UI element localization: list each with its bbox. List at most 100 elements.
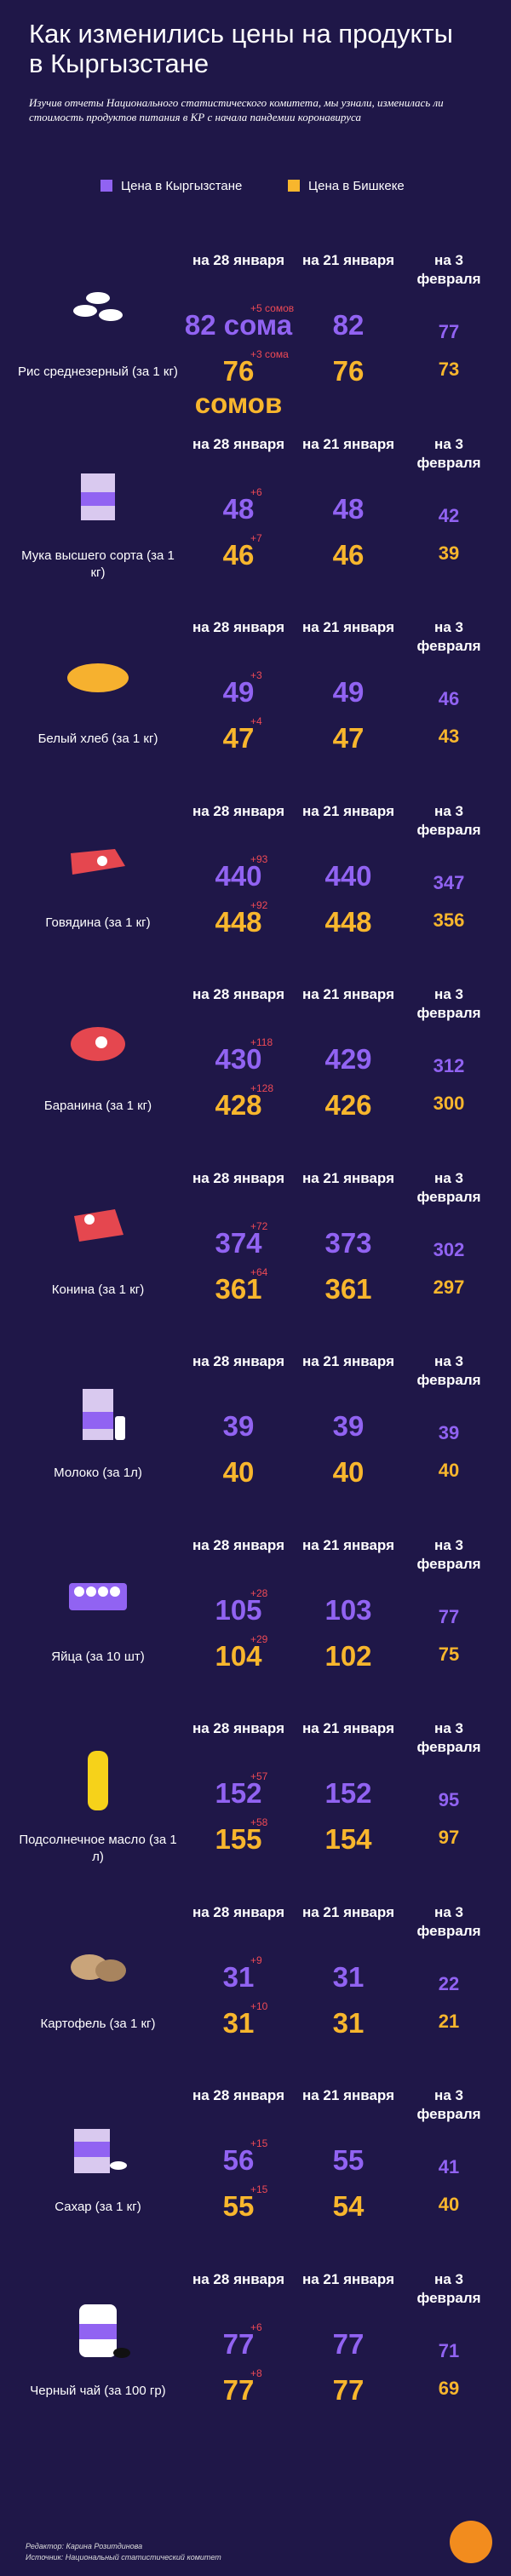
bishkek-price: 154 — [324, 1823, 372, 1855]
subtitle: Изучив отчеты Национального статистическ… — [29, 96, 444, 123]
column-header: на 3 февраля — [416, 2270, 481, 2306]
item-name: Молоко (за 1л) — [54, 1466, 142, 1480]
footer-editor: Редактор: Карина Розитдинова — [26, 2542, 143, 2550]
column-header: на 21 января — [301, 1536, 395, 1553]
icon-graphic — [83, 1389, 125, 1440]
title: Как изменились цены на продукты в Кыргыз… — [29, 19, 453, 78]
column-header: на 3 февраля — [416, 1353, 481, 1388]
column-header: на 28 января — [192, 1903, 285, 1920]
kyrgyzstan-price: 312 — [433, 1055, 465, 1076]
item-icon — [64, 1925, 132, 2001]
kyrgyzstan-price: 77 — [332, 2327, 365, 2360]
bishkek-price: 46 — [332, 538, 365, 571]
kyrgyzstan-price: 48 — [222, 492, 255, 525]
bishkek-price: 40 — [332, 1456, 365, 1488]
kyrgyzstan-price: 103 — [324, 1593, 372, 1626]
bishkek-change: +92 — [250, 898, 268, 911]
column-header: на 3 февраля — [416, 986, 481, 1021]
kyrgyzstan-change: +72 — [250, 1219, 268, 1232]
kyrgyzstan-price: 42 — [438, 504, 460, 526]
item-name: Конина (за 1 кг) — [51, 1282, 145, 1297]
icon-graphic — [81, 473, 115, 520]
bishkek-price: 300 — [433, 1093, 465, 1115]
column-header: на 3 февраля — [416, 435, 481, 471]
item-icon — [64, 456, 132, 533]
column-header: на 28 января — [192, 1353, 285, 1369]
kyrgyzstan-price: 152 — [215, 1777, 262, 1809]
column-header: на 21 января — [301, 802, 395, 819]
kyrgyzstan-price: 82 сома — [184, 309, 293, 341]
kyrgyzstan-price: 39 — [438, 1422, 460, 1443]
kyrgyzstan-price: 56 — [222, 2144, 255, 2176]
kyrgyzstan-price: 373 — [324, 1226, 372, 1259]
legend-label: Цена в Кыргызстане — [121, 179, 243, 193]
item-name: Картофель (за 1 кг) — [40, 2016, 156, 2031]
bishkek-price: 76 сомов — [194, 355, 283, 419]
bishkek-change: +8 — [250, 2367, 262, 2379]
kyrgyzstan-price: 39 — [222, 1410, 255, 1442]
kyrgyzstan-change: +5 сомов — [250, 302, 295, 314]
column-header: на 3 февраля — [416, 252, 481, 287]
kyrgyzstan-price: 347 — [433, 871, 465, 893]
bishkek-price: 39 — [438, 542, 460, 564]
item-icon — [64, 1741, 132, 1817]
kyrgyzstan-price: 55 — [332, 2144, 365, 2176]
bishkek-price: 102 — [324, 1639, 372, 1672]
column-header: на 21 января — [301, 986, 395, 1002]
kyrgyzstan-change: +28 — [250, 1586, 268, 1599]
bishkek-change: +4 — [250, 715, 262, 727]
column-header: на 21 января — [301, 435, 395, 452]
icon-graphic — [69, 1582, 127, 1610]
item-name: Баранина (за 1 кг) — [43, 1099, 152, 1113]
kyrgyzstan-change: +6 — [250, 485, 262, 498]
bishkek-price: 40 — [438, 2194, 460, 2216]
icon-graphic — [74, 2129, 127, 2173]
item-name: Говядина (за 1 кг) — [45, 915, 151, 930]
bishkek-change: +29 — [250, 1632, 268, 1645]
column-header: на 28 января — [192, 252, 285, 268]
footer-source: Источник: Национальный статистический ко… — [26, 2553, 221, 2562]
column-header: на 21 января — [301, 2270, 395, 2287]
bishkek-price: 426 — [324, 1089, 372, 1121]
kyrgyzstan-price: 31 — [332, 1960, 365, 1993]
icon-graphic — [88, 1751, 108, 1810]
item-name: Яйца (за 10 шт) — [51, 1649, 145, 1664]
column-header: на 21 января — [301, 2087, 395, 2103]
bishkek-price: 155 — [215, 1823, 262, 1855]
legend-swatch — [100, 180, 112, 192]
bishkek-price: 55 — [222, 2190, 255, 2222]
kyrgyzstan-price: 374 — [215, 1226, 262, 1259]
icon-graphic — [74, 1208, 123, 1242]
kyrgyzstan-change: +9 — [250, 1954, 262, 1966]
bishkek-price: 75 — [438, 1643, 460, 1665]
column-header: на 28 января — [192, 1536, 285, 1553]
bishkek-change: +7 — [250, 531, 262, 544]
bishkek-price: 77 — [222, 2373, 255, 2406]
kyrgyzstan-price: 440 — [324, 859, 372, 892]
item-icon — [64, 273, 132, 349]
column-header: на 28 января — [192, 2270, 285, 2287]
kyrgyzstan-price: 440 — [215, 859, 262, 892]
kyrgyzstan-price: 95 — [438, 1789, 460, 1810]
bishkek-price: 97 — [438, 1827, 460, 1849]
kyrgyzstan-price: 302 — [433, 1238, 465, 1260]
bishkek-price: 77 — [332, 2373, 365, 2406]
item-icon — [64, 1190, 132, 1267]
kyrgyzstan-price: 39 — [332, 1410, 365, 1442]
column-header: на 28 января — [192, 986, 285, 1002]
column-header: на 21 января — [301, 1903, 395, 1920]
kyrgyzstan-change: +15 — [250, 2137, 268, 2149]
bishkek-price: 31 — [222, 2006, 255, 2039]
bishkek-change: +58 — [250, 1816, 268, 1828]
item-name: Черный чай (за 100 гр) — [30, 2383, 166, 2398]
bishkek-price: 54 — [332, 2190, 365, 2222]
column-header: на 3 февраля — [416, 1903, 481, 1939]
bishkek-price: 40 — [438, 1460, 460, 1482]
column-header: на 28 января — [192, 802, 285, 819]
column-header: на 3 февраля — [416, 1720, 481, 1755]
kyrgyzstan-price: 77 — [438, 1605, 460, 1627]
column-header: на 28 января — [192, 1720, 285, 1736]
item-name: Мука высшего сорта (за 1 кг) — [21, 548, 175, 580]
kyrgyzstan-change: +3 — [250, 669, 262, 681]
column-header: на 3 февраля — [416, 1536, 481, 1572]
